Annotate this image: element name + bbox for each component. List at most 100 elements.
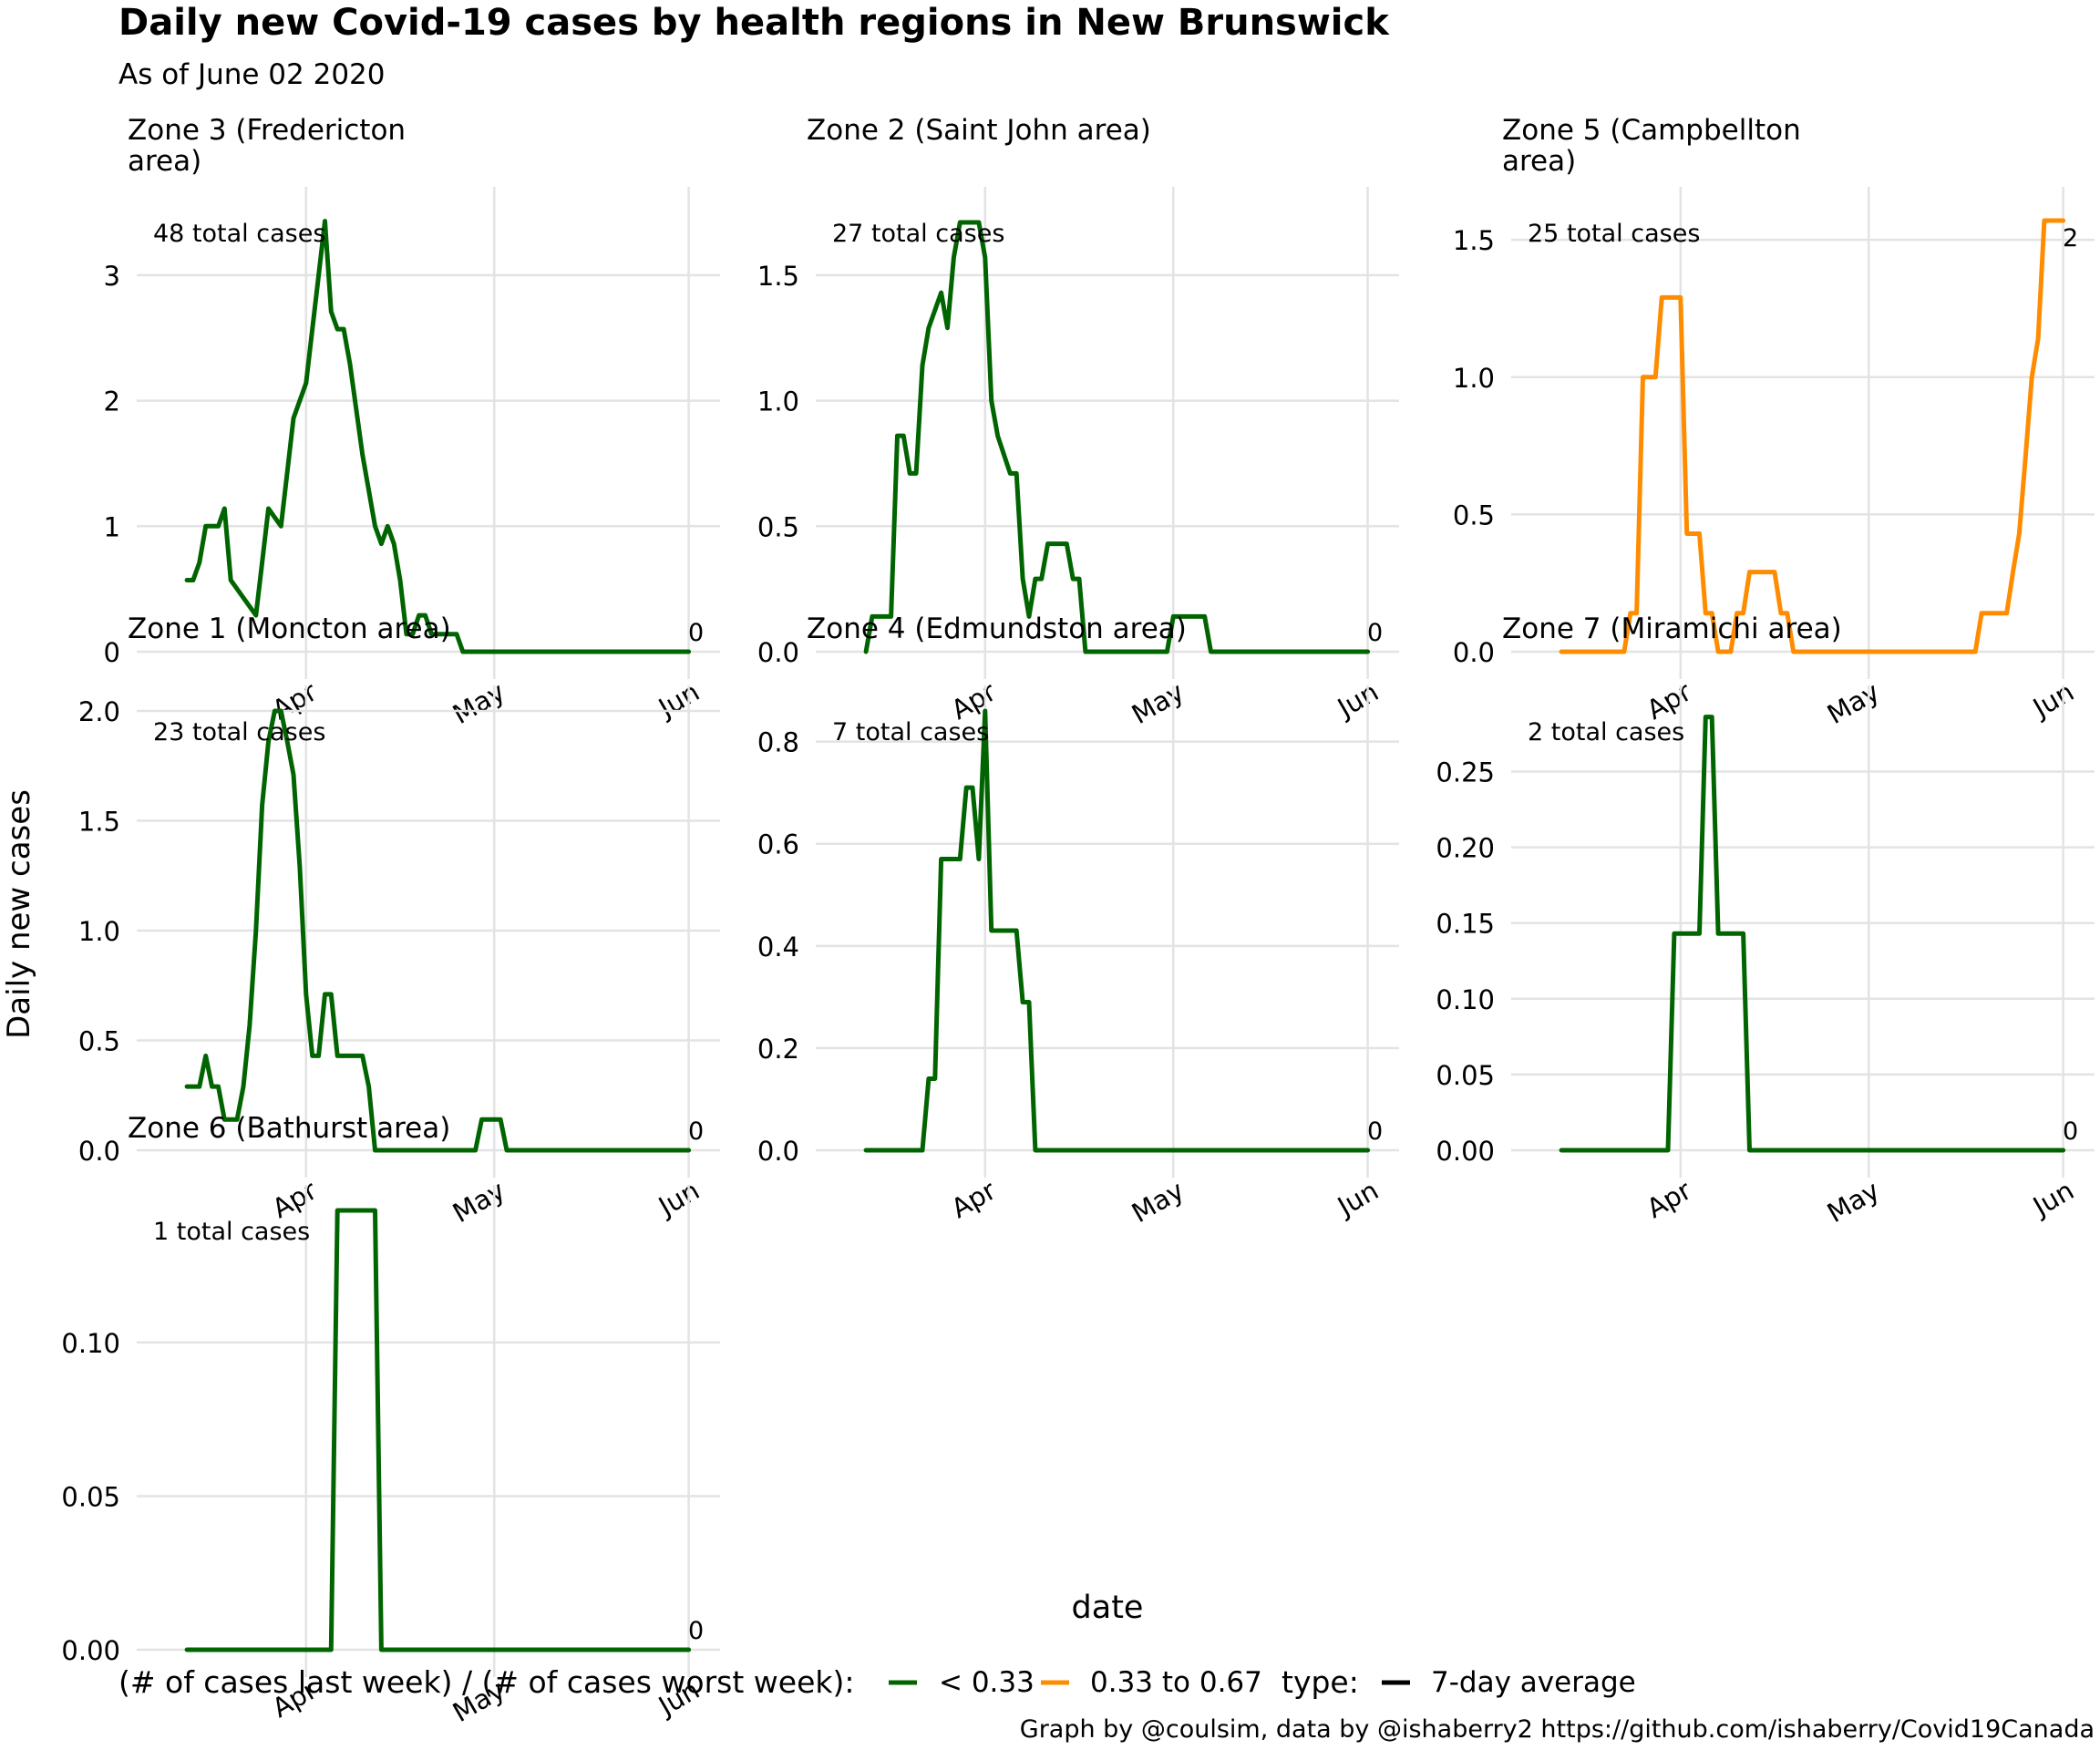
data-point [1210,651,1212,654]
legend-type-title: type: [1282,1664,1359,1700]
y-tick-label: 0.0 [78,1136,120,1167]
data-point [687,1149,690,1152]
y-tick-label: 0.10 [1436,984,1495,1015]
facet-title: Zone 5 (Campbellton [1502,114,1801,147]
data-point [1654,376,1657,378]
data-point [204,1055,207,1057]
data-point [280,710,283,713]
data-point [687,651,690,654]
total-cases-label: 7 total cases [832,718,989,746]
data-point [2024,456,2027,458]
y-tick-label: 0.2 [757,1034,799,1065]
y-tick-label: 1.5 [757,261,799,292]
data-point [380,1149,383,1152]
data-point [1748,571,1751,573]
data-point [1761,571,1764,573]
data-point [1009,472,1012,475]
facet-title: Zone 7 (Miramichi area) [1502,612,1842,645]
data-point [2031,376,2033,378]
data-point [865,1149,868,1152]
data-point [204,525,207,528]
x-tick-label: Jun [652,676,705,725]
chart-title: Daily new Covid-19 cases by health regio… [118,2,1390,44]
y-tick-label: 0.0 [757,637,799,668]
series-line [863,708,1371,1153]
y-tick-label: 1 [104,511,120,542]
y-tick-label: 0.5 [78,1026,120,1057]
data-point [2005,612,2008,614]
data-point [2037,337,2040,340]
data-point [456,633,458,635]
data-point [317,273,320,276]
data-point [343,1055,345,1057]
data-point [468,651,470,654]
total-cases-label: 23 total cases [153,718,325,746]
data-point [1648,376,1651,378]
x-tick-label: May [1127,1175,1189,1229]
data-point [1040,1149,1043,1152]
data-point [261,804,263,807]
data-point [990,930,993,932]
data-point [1034,578,1036,581]
total-cases-label: 1 total cases [153,1218,310,1246]
data-point [972,787,974,789]
x-tick-label: Jun [1331,676,1384,725]
data-point [499,1118,502,1121]
data-point [1748,1149,1751,1152]
x-axis-label: date [1072,1590,1144,1626]
data-point [965,787,968,789]
data-point [242,596,245,599]
data-point [1698,932,1701,935]
data-point [1711,715,1714,718]
data-point [361,1055,364,1057]
data-point [2018,532,2021,535]
x-tick-label: May [448,676,510,730]
x-tick-label: May [1127,676,1189,730]
data-point [896,435,899,438]
legend: (# of cases last week) / (# of cases wor… [118,1664,1636,1700]
x-tick-label: Jun [2026,1175,2079,1223]
data-point [1028,1001,1031,1004]
data-point [317,1055,320,1057]
data-point [330,1649,333,1652]
y-tick-label: 0.0 [757,1136,799,1167]
data-point [915,472,918,475]
legend-label-mid: 0.33 to 0.67 [1090,1666,1262,1699]
data-point [186,1649,189,1652]
data-point [1742,932,1745,935]
data-point [254,930,257,932]
end-value-label: 0 [1367,1117,1383,1146]
data-point [393,542,396,545]
y-axis-label: Daily new cases [1,789,37,1039]
data-point [921,1149,924,1152]
data-point [933,1077,936,1080]
facet-title: area) [1502,145,1576,178]
data-point [336,328,339,331]
y-tick-label: 0.6 [757,829,799,860]
data-point [1981,612,1983,614]
end-value-label: 0 [1367,619,1383,647]
data-point [1642,376,1644,378]
facet-title: Zone 2 (Saint John area) [807,114,1151,147]
y-tick-label: 0.00 [1436,1136,1495,1167]
y-tick-label: 0.0 [1453,637,1495,668]
data-point [293,417,295,419]
facet-panel-5: 0.0 0.2 0.4 0.6 0.8 Apr May Jun Zone 4 (Edmundst… [757,612,1399,1229]
data-point [946,326,949,329]
data-point [1717,932,1720,935]
y-tick-label: 1.0 [757,386,799,417]
x-tick-label: Apr [1642,1175,1697,1225]
data-point [311,1055,314,1057]
data-point [1698,532,1701,535]
data-point [480,1118,483,1121]
data-point [280,525,283,528]
x-tick-label: Apr [267,1175,323,1225]
total-cases-label: 48 total cases [153,220,325,248]
facet-title: Zone 3 (Fredericton [128,114,406,147]
data-point [304,382,307,385]
data-point [230,579,232,582]
y-tick-label: 0.25 [1436,757,1495,788]
x-tick-label: Jun [1331,1175,1384,1223]
y-tick-label: 0.00 [61,1635,120,1666]
